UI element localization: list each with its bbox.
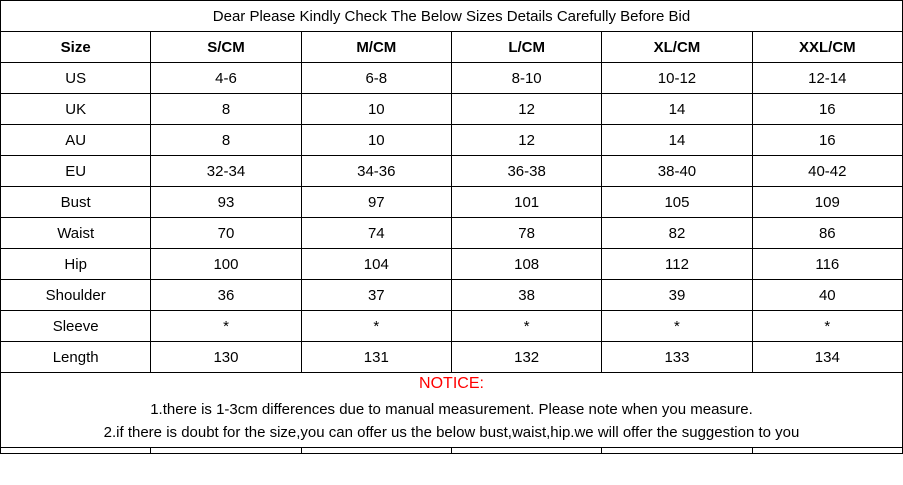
size-cell: 70 (150, 217, 302, 249)
size-cell: * (450, 310, 603, 342)
row-label: Waist (0, 217, 152, 249)
size-cell: 8 (150, 124, 302, 156)
header-row: Size S/CM M/CM L/CM XL/CM XXL/CM (0, 31, 903, 63)
table-row-us: US 4-6 6-8 8-10 10-12 12-14 (0, 62, 903, 94)
size-cell: 39 (601, 279, 753, 311)
size-cell: 32-34 (150, 155, 302, 187)
table-row-bust: Bust 93 97 101 105 109 (0, 186, 903, 218)
table-row-shoulder: Shoulder 36 37 38 39 40 (0, 279, 903, 311)
size-cell: 36 (150, 279, 302, 311)
size-cell: 101 (450, 186, 603, 218)
size-cell: 12 (450, 93, 603, 125)
size-cell: 86 (751, 217, 903, 249)
notice-line-1: 1.there is 1-3cm differences due to manu… (150, 401, 753, 418)
size-cell: 78 (450, 217, 603, 249)
row-label: Shoulder (0, 279, 152, 311)
size-cell: 116 (751, 248, 903, 280)
size-cell: 10 (300, 93, 452, 125)
row-label: AU (0, 124, 152, 156)
size-cell: 40 (751, 279, 903, 311)
row-label: Sleeve (0, 310, 152, 342)
size-cell: 104 (300, 248, 452, 280)
size-cell: 109 (751, 186, 903, 218)
header-cell-xl: XL/CM (601, 31, 753, 63)
size-cell: 40-42 (751, 155, 903, 187)
size-cell: 130 (150, 341, 302, 373)
header-cell-s: S/CM (150, 31, 302, 63)
size-cell: 132 (450, 341, 603, 373)
size-cell: * (150, 310, 302, 342)
size-cell: 112 (601, 248, 753, 280)
size-cell: 8-10 (450, 62, 603, 94)
size-cell: 8 (150, 93, 302, 125)
table-row-hip: Hip 100 104 108 112 116 (0, 248, 903, 280)
size-cell: * (751, 310, 903, 342)
header-cell-xxl: XXL/CM (751, 31, 903, 63)
size-cell: * (601, 310, 753, 342)
header-cell-l: L/CM (450, 31, 603, 63)
size-cell: 97 (300, 186, 452, 218)
notice-line-2: 2.if there is doubt for the size,you can… (103, 424, 800, 441)
size-cell: 74 (300, 217, 452, 249)
size-cell: 108 (450, 248, 603, 280)
table-row-uk: UK 8 10 12 14 16 (0, 93, 903, 125)
row-label: Length (0, 341, 152, 373)
size-cell: 10 (300, 124, 452, 156)
empty-cell (150, 447, 302, 454)
size-cell: 16 (751, 124, 903, 156)
size-cell: 131 (300, 341, 452, 373)
size-cell: 82 (601, 217, 753, 249)
table-row-waist: Waist 70 74 78 82 86 (0, 217, 903, 249)
size-cell: 38-40 (601, 155, 753, 187)
size-cell: 12 (450, 124, 603, 156)
empty-cell (450, 447, 603, 454)
notice-block: NOTICE: 1.there is 1-3cm differences due… (0, 372, 903, 448)
size-cell: 6-8 (300, 62, 452, 94)
size-cell: 4-6 (150, 62, 302, 94)
size-cell: 93 (150, 186, 302, 218)
size-cell: 36-38 (450, 155, 603, 187)
header-cell-m: M/CM (300, 31, 452, 63)
table-row-eu: EU 32-34 34-36 36-38 38-40 40-42 (0, 155, 903, 187)
row-label: Bust (0, 186, 152, 218)
size-cell: 134 (751, 341, 903, 373)
size-cell: 14 (601, 124, 753, 156)
table-title: Dear Please Kindly Check The Below Sizes… (0, 0, 903, 32)
size-cell: 10-12 (601, 62, 753, 94)
size-cell: 100 (150, 248, 302, 280)
title-row: Dear Please Kindly Check The Below Sizes… (0, 0, 903, 32)
empty-cell (751, 447, 903, 454)
table-row-sleeve: Sleeve * * * * * (0, 310, 903, 342)
size-cell: 133 (601, 341, 753, 373)
empty-cell (0, 447, 152, 454)
header-cell-size: Size (0, 31, 152, 63)
notice-row: NOTICE: 1.there is 1-3cm differences due… (0, 372, 903, 448)
table-row-length: Length 130 131 132 133 134 (0, 341, 903, 373)
row-label: US (0, 62, 152, 94)
size-cell: 105 (601, 186, 753, 218)
bottom-strip-row (0, 447, 903, 454)
size-cell: 37 (300, 279, 452, 311)
empty-cell (601, 447, 753, 454)
size-chart-table: Dear Please Kindly Check The Below Sizes… (0, 0, 903, 454)
empty-cell (300, 447, 452, 454)
row-label: UK (0, 93, 152, 125)
size-cell: 16 (751, 93, 903, 125)
size-cell: 38 (450, 279, 603, 311)
row-label: EU (0, 155, 152, 187)
size-cell: 12-14 (751, 62, 903, 94)
size-cell: 34-36 (300, 155, 452, 187)
size-cell: * (300, 310, 452, 342)
row-label: Hip (0, 248, 152, 280)
table-row-au: AU 8 10 12 14 16 (0, 124, 903, 156)
notice-heading: NOTICE: (419, 375, 484, 392)
size-cell: 14 (601, 93, 753, 125)
